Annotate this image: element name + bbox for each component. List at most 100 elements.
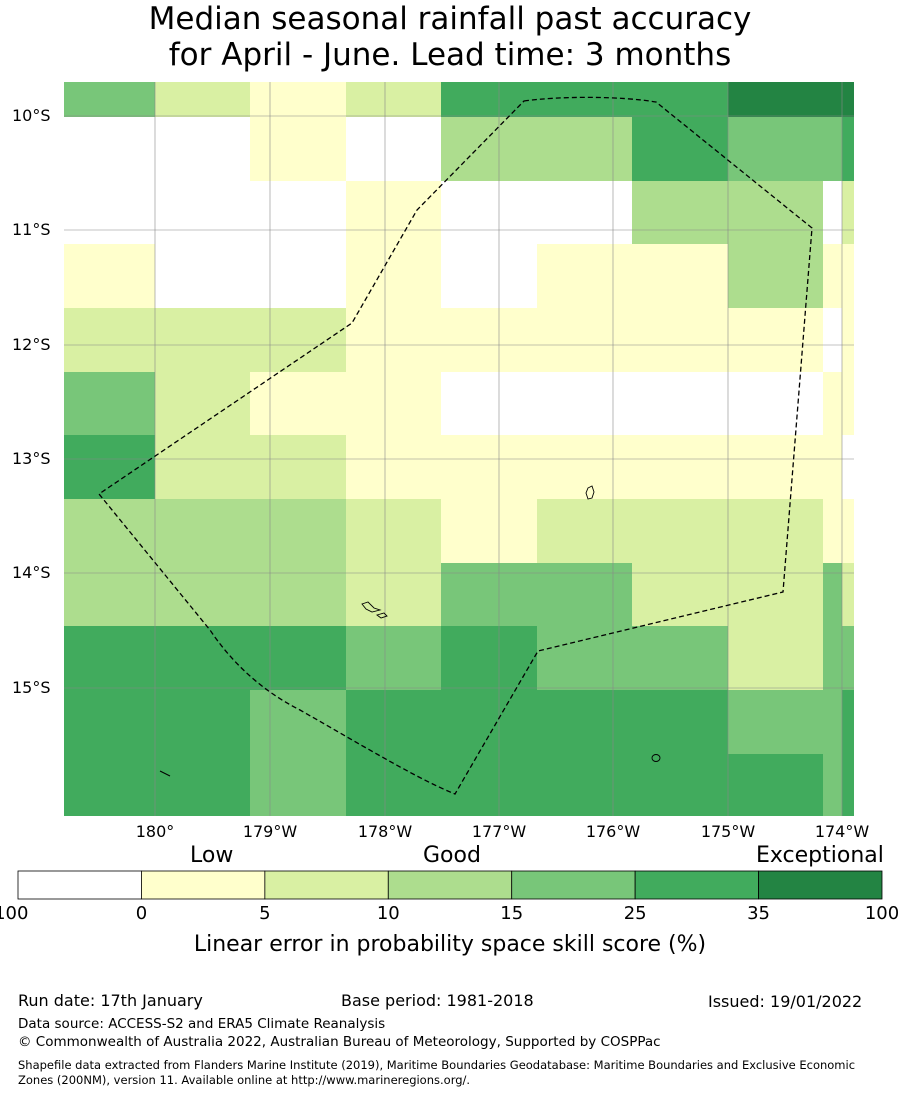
- grid-cell: [250, 499, 346, 563]
- grid-cell: [842, 181, 854, 244]
- grid-cell: [537, 308, 632, 372]
- grid-cell: [823, 82, 842, 117]
- grid-cell: [346, 499, 441, 563]
- longitude-label: 176°W: [585, 822, 641, 841]
- colorbar-segment: [758, 870, 883, 900]
- grid-cell: [823, 117, 842, 181]
- grid-cell: [155, 690, 250, 754]
- grid-cell: [64, 435, 155, 499]
- grid-cell: [441, 563, 537, 626]
- grid-cell: [441, 690, 537, 754]
- grid-cell: [537, 82, 632, 117]
- grid-cell: [155, 563, 250, 626]
- grid-cell: [64, 754, 155, 816]
- grid-cell: [441, 181, 537, 244]
- grid-cell: [250, 563, 346, 626]
- grid-cell: [250, 181, 346, 244]
- category-good: Good: [423, 843, 481, 868]
- grid-cell: [823, 563, 842, 626]
- grid-cell: [728, 372, 823, 435]
- colorbar-tick-label: -100: [0, 903, 29, 924]
- grid-cell: [64, 117, 155, 181]
- grid-cell: [346, 82, 441, 117]
- longitude-label: 175°W: [700, 822, 756, 841]
- colorbar-segment: [387, 870, 513, 900]
- colorbar-tick-label: 100: [864, 903, 900, 924]
- grid-cell: [537, 754, 632, 816]
- category-exceptional: Exceptional: [756, 843, 884, 868]
- grid-cell: [632, 690, 728, 754]
- grid-cell: [728, 690, 823, 754]
- map-gridlines: [64, 82, 854, 816]
- grid-cell: [346, 563, 441, 626]
- map-grid-cells: [64, 82, 854, 816]
- grid-cell: [728, 308, 823, 372]
- colorbar-title: Linear error in probability space skill …: [193, 932, 707, 957]
- grid-cell: [823, 308, 842, 372]
- grid-cell: [728, 181, 823, 244]
- island-outline: [651, 754, 661, 762]
- island-outline: [361, 601, 382, 613]
- longitude-label: 180°: [135, 822, 175, 841]
- grid-cell: [537, 690, 632, 754]
- base-period: Base period: 1981-2018: [341, 991, 534, 1010]
- grid-cell: [823, 626, 842, 690]
- latitude-label: 10°S: [12, 106, 51, 125]
- island-outline: [376, 612, 388, 619]
- island-outline: [585, 485, 595, 500]
- grid-cell: [155, 499, 250, 563]
- grid-cell: [537, 117, 632, 181]
- grid-cell: [346, 690, 441, 754]
- grid-cell: [842, 563, 854, 626]
- data-source: Data source: ACCESS-S2 and ERA5 Climate …: [18, 1016, 386, 1032]
- colorbar-segment: [17, 870, 142, 900]
- grid-cell: [155, 626, 250, 690]
- grid-cell: [728, 244, 823, 308]
- grid-cell: [728, 82, 823, 117]
- grid-cell: [64, 372, 155, 435]
- grid-cell: [823, 372, 842, 435]
- colorbar-tick-label: 0: [135, 903, 148, 924]
- grid-cell: [537, 626, 632, 690]
- grid-cell: [537, 435, 632, 499]
- grid-cell: [64, 181, 155, 244]
- grid-cell: [842, 690, 854, 754]
- grid-cell: [632, 563, 728, 626]
- grid-cell: [250, 117, 346, 181]
- chart-title-line1: Median seasonal rainfall past accuracy: [148, 1, 752, 37]
- grid-cell: [537, 563, 632, 626]
- colorbar-segment: [141, 870, 266, 900]
- grid-cell: [155, 308, 250, 372]
- grid-cell: [155, 244, 250, 308]
- latitude-label: 13°S: [12, 449, 51, 468]
- grid-cell: [823, 499, 842, 563]
- grid-cell: [64, 563, 155, 626]
- longitude-label: 179°W: [242, 822, 298, 841]
- grid-cell: [632, 244, 728, 308]
- grid-cell: [441, 117, 537, 181]
- grid-cell: [842, 82, 854, 117]
- grid-cell: [250, 626, 346, 690]
- issued-date: Issued: 19/01/2022: [708, 992, 863, 1011]
- colorbar-segment: [511, 870, 636, 900]
- grid-cell: [632, 308, 728, 372]
- grid-cell: [64, 499, 155, 563]
- grid-cell: [441, 754, 537, 816]
- grid-cell: [64, 82, 155, 117]
- grid-cell: [346, 308, 441, 372]
- grid-cell: [441, 244, 537, 308]
- grid-cell: [155, 117, 250, 181]
- grid-cell: [64, 690, 155, 754]
- grid-cell: [155, 372, 250, 435]
- grid-cell: [250, 690, 346, 754]
- grid-cell: [441, 626, 537, 690]
- colorbar-segment: [634, 870, 759, 900]
- grid-cell: [842, 435, 854, 499]
- eez-boundary: [98, 96, 813, 795]
- grid-cell: [346, 181, 441, 244]
- grid-cell: [64, 244, 155, 308]
- grid-cell: [632, 435, 728, 499]
- grid-cell: [346, 244, 441, 308]
- longitude-label: 174°W: [814, 822, 870, 841]
